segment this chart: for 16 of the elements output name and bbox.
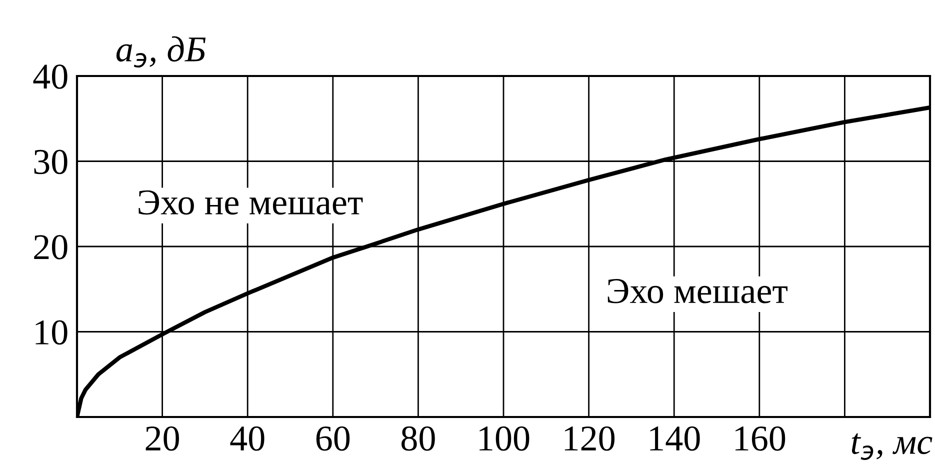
y-tick-label: 40 [33, 64, 68, 89]
x-tick-label: 80 [402, 426, 435, 451]
y-tick-label: 30 [34, 150, 68, 174]
x-tick-label: 100 [480, 426, 530, 451]
x-tick-label: 160 [735, 426, 786, 451]
x-axis-title: t$_{э}$, мс [852, 433, 932, 460]
x-tick-label: 20 [146, 426, 179, 451]
y-axis-title: a$_{э}$, дБ [116, 36, 206, 68]
y-tick-label: 10 [36, 320, 68, 345]
x-tick-label: 60 [316, 426, 350, 451]
x-tick-label: 40 [230, 426, 264, 451]
annotation: Эхо мешает [608, 279, 788, 304]
x-tick-label: 120 [564, 426, 615, 451]
annotation: Эхо не мешает [138, 190, 363, 215]
x-tick-label: 140 [650, 426, 700, 451]
y-tick-label: 20 [34, 235, 68, 260]
